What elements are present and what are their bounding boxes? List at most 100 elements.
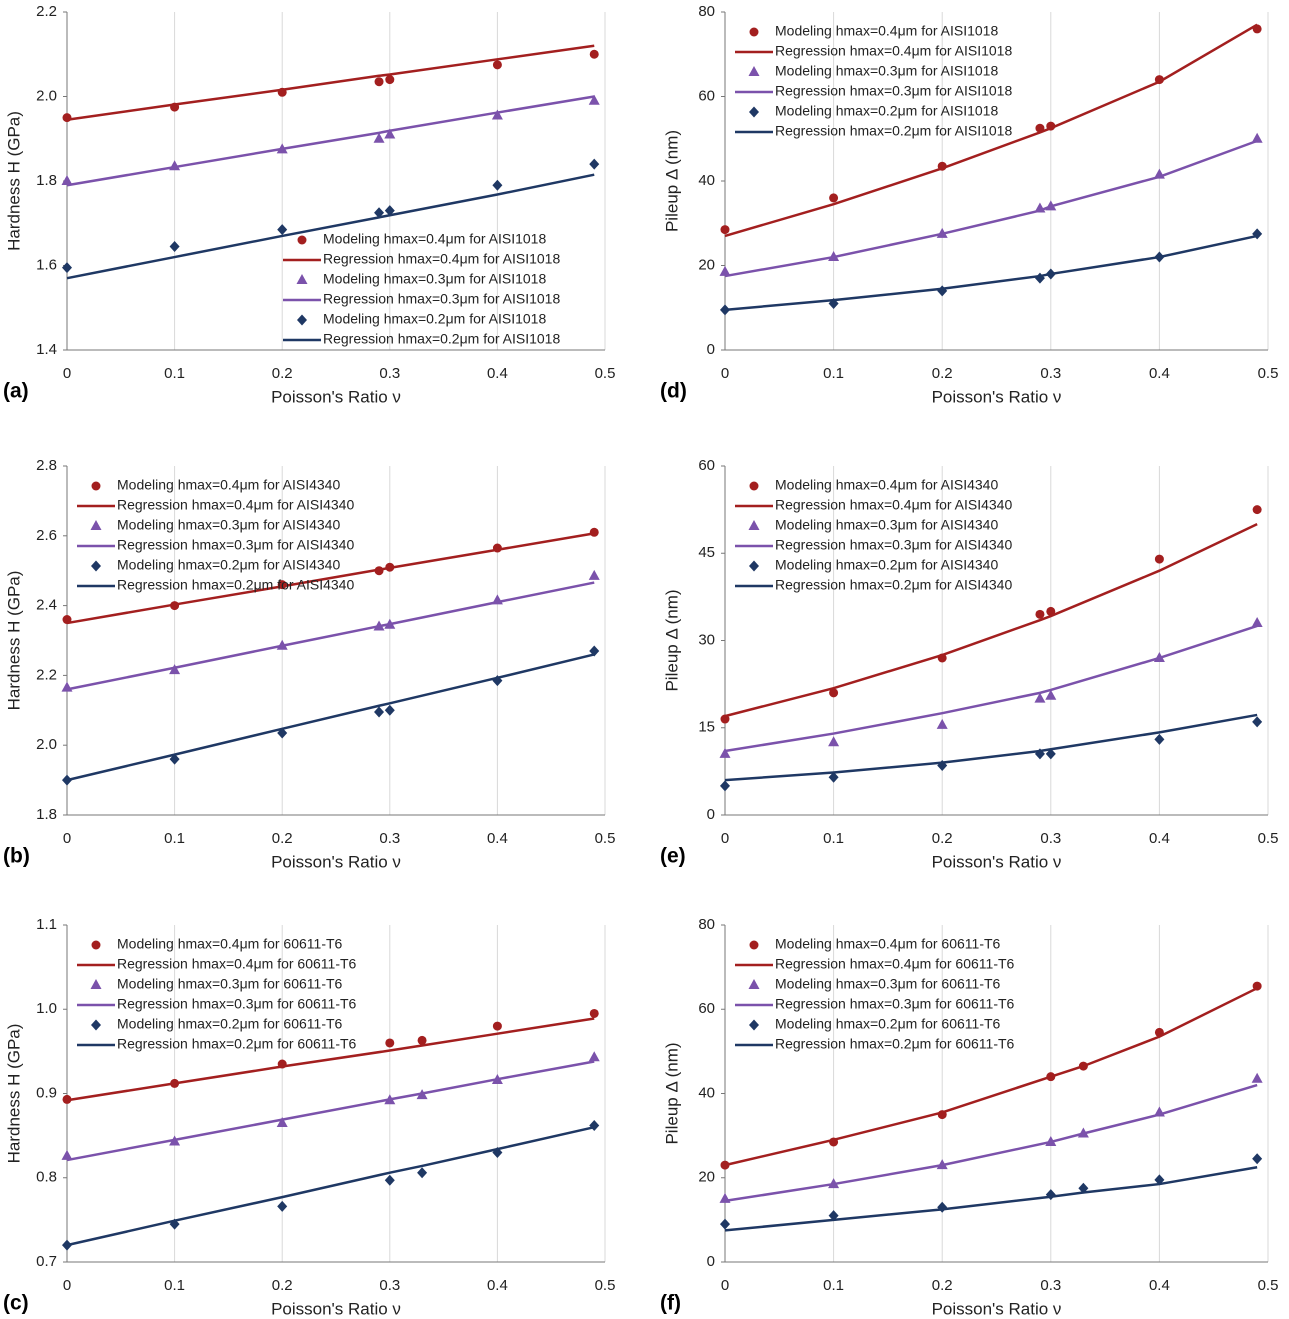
data-point [384, 704, 395, 716]
data-point [61, 175, 73, 185]
y-tick-label: 0 [707, 1253, 715, 1270]
y-tick-label: 1.4 [36, 341, 57, 358]
x-tick-label: 0 [63, 1277, 71, 1294]
y-tick-label: 0.8 [36, 1169, 57, 1186]
x-tick-label: 0.4 [487, 830, 508, 847]
x-tick-label: 0.2 [932, 830, 953, 847]
legend-label: Regression hmax=0.4μm for AISI4340 [117, 497, 354, 513]
legend-label: Modeling hmax=0.4μm for AISI4340 [775, 477, 998, 493]
legend-label: Modeling hmax=0.3μm for AISI1018 [775, 63, 998, 79]
x-tick-label: 0.3 [1040, 1277, 1061, 1294]
x-axis-title: Poisson's Ratio ν [932, 387, 1062, 406]
data-point [1045, 1189, 1056, 1201]
data-point [61, 681, 73, 692]
data-point [374, 77, 384, 87]
x-tick-label: 0.1 [823, 1277, 844, 1294]
data-point [1045, 689, 1057, 700]
legend-label: Modeling hmax=0.2μm for AISI4340 [117, 557, 340, 573]
regression-line [66, 95, 595, 187]
y-tick-label: 1.8 [36, 172, 57, 189]
y-tick-label: 80 [698, 916, 715, 933]
panel-label: (a) [3, 380, 29, 403]
legend-label: Regression hmax=0.4μm for 60611-T6 [117, 956, 357, 972]
regression-line [724, 624, 1258, 753]
data-point [829, 688, 839, 698]
y-tick-label: 2.8 [36, 457, 57, 474]
legend-marker [297, 235, 307, 245]
data-point [588, 1051, 600, 1062]
y-tick-label: 0.9 [36, 1084, 57, 1101]
x-axis-title: Poisson's Ratio ν [271, 852, 401, 871]
legend-label: Modeling hmax=0.2μm for 60611-T6 [117, 1016, 343, 1032]
x-tick-label: 0.4 [1149, 1277, 1170, 1294]
regression-line [724, 713, 1258, 782]
data-point [492, 60, 502, 70]
legend-marker [749, 560, 759, 572]
legend-label: Modeling hmax=0.4μm for 60611-T6 [775, 936, 1001, 952]
y-tick-label: 60 [698, 457, 715, 474]
data-point [62, 262, 72, 274]
x-tick-label: 0.5 [1258, 365, 1279, 382]
panel-label: (b) [3, 845, 30, 868]
x-tick-label: 0.4 [1149, 830, 1170, 847]
regression-line [66, 532, 595, 625]
legend-label: Regression hmax=0.3μm for 60611-T6 [117, 996, 357, 1012]
regression-line [66, 1017, 595, 1102]
y-axis-title: Hardness H (GPa) [4, 111, 23, 251]
y-tick-label: 2.2 [36, 666, 57, 683]
x-tick-label: 0.2 [932, 1277, 953, 1294]
data-point [1252, 505, 1262, 515]
x-tick-label: 0 [63, 830, 71, 847]
legend-label: Modeling hmax=0.4μm for AISI1018 [323, 231, 546, 247]
y-tick-label: 2.0 [36, 87, 57, 104]
data-point [492, 1021, 502, 1031]
x-tick-label: 0.3 [379, 830, 400, 847]
y-tick-label: 1.1 [36, 916, 57, 933]
legend-label: Modeling hmax=0.2μm for AISI4340 [775, 557, 998, 573]
data-point [1046, 606, 1056, 616]
legend-label: Modeling hmax=0.2μm for AISI1018 [775, 103, 998, 119]
x-tick-label: 0.1 [164, 830, 185, 847]
data-point [720, 1218, 730, 1230]
x-tick-label: 0.3 [379, 365, 400, 382]
y-tick-label: 45 [698, 544, 715, 561]
x-tick-label: 0.4 [1149, 365, 1170, 382]
data-point [62, 113, 72, 123]
legend-label: Regression hmax=0.3μm for AISI4340 [117, 537, 354, 553]
y-tick-label: 0.7 [36, 1253, 57, 1270]
y-tick-label: 0 [707, 806, 715, 823]
legend-label: Modeling hmax=0.3μm for AISI4340 [775, 517, 998, 533]
y-tick-label: 40 [698, 1084, 715, 1101]
data-point [1251, 617, 1263, 628]
data-point [1154, 733, 1165, 745]
x-tick-label: 0.2 [932, 365, 953, 382]
data-point [1034, 692, 1046, 703]
legend-label: Regression hmax=0.3μm for 60611-T6 [775, 996, 1015, 1012]
legend-label: Regression hmax=0.2μm for AISI1018 [775, 123, 1012, 139]
data-point [374, 207, 385, 219]
x-axis-title: Poisson's Ratio ν [271, 387, 401, 406]
data-point [61, 1149, 73, 1160]
x-axis-title: Poisson's Ratio ν [271, 1299, 401, 1318]
y-tick-label: 2.0 [36, 736, 57, 753]
panel-label: (e) [660, 845, 686, 868]
legend-marker [91, 1019, 101, 1031]
legend-label: Regression hmax=0.3μm for AISI1018 [323, 291, 560, 307]
data-point [385, 75, 395, 85]
y-tick-label: 1.6 [36, 256, 57, 273]
legend-label: Modeling hmax=0.3μm for AISI4340 [117, 517, 340, 533]
data-point [1251, 1072, 1263, 1083]
data-point [937, 1201, 948, 1213]
y-tick-label: 2.4 [36, 597, 57, 614]
legend-label: Regression hmax=0.2μm for AISI4340 [117, 577, 354, 593]
legend-marker [90, 520, 102, 530]
x-tick-label: 0.3 [1040, 365, 1061, 382]
data-point [384, 205, 395, 217]
legend-label: Regression hmax=0.2μm for 60611-T6 [117, 1036, 357, 1052]
y-axis-title: Hardness H (GPa) [4, 571, 23, 711]
y-tick-label: 20 [698, 1169, 715, 1186]
legend-marker [749, 1019, 759, 1031]
data-point [385, 1038, 395, 1048]
data-point [720, 225, 730, 235]
data-point [1252, 1153, 1263, 1165]
